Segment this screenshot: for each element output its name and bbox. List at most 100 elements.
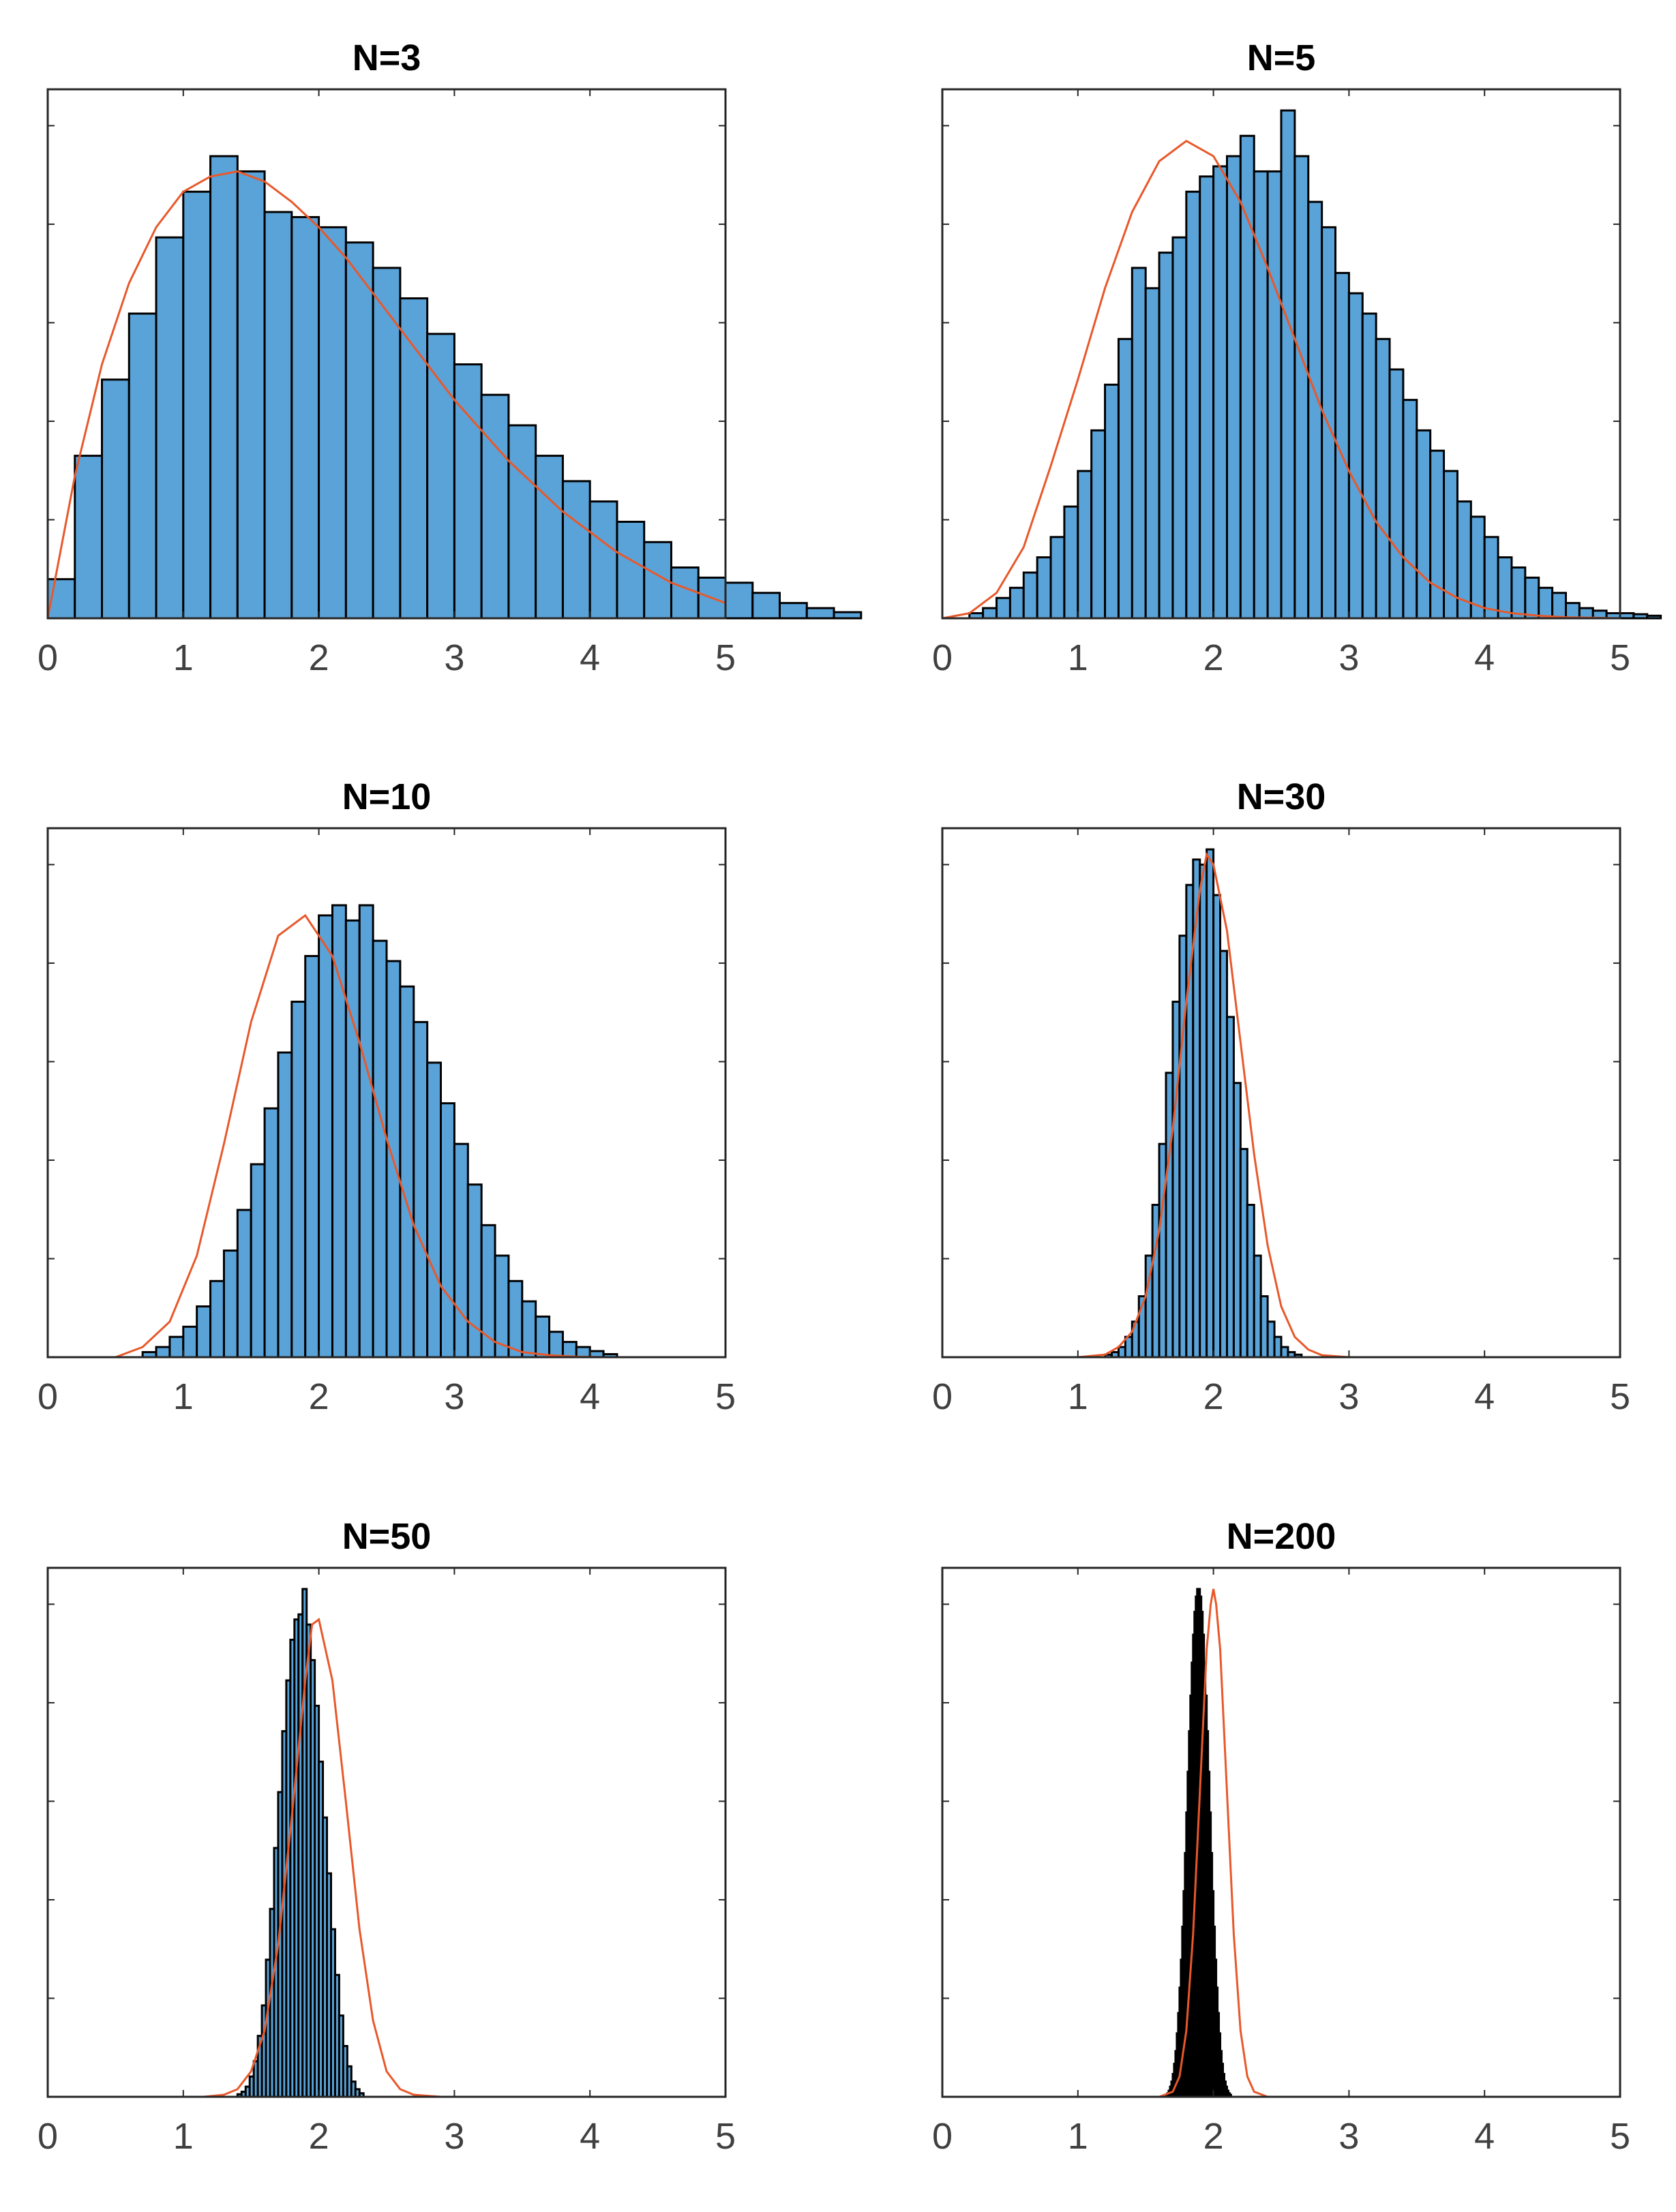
bar <box>399 985 415 1359</box>
bar <box>250 1163 266 1359</box>
chart-title: N=30 <box>1237 776 1326 817</box>
bar <box>561 1341 578 1359</box>
x-tick-label: 0 <box>932 1376 953 1417</box>
bar <box>236 1209 252 1359</box>
bar <box>1347 292 1364 620</box>
bar <box>1077 470 1093 620</box>
x-tick-label: 4 <box>1474 2116 1495 2157</box>
bar <box>779 602 808 620</box>
bar <box>670 566 700 620</box>
bar <box>263 211 293 620</box>
fit-curve <box>1077 851 1349 1359</box>
bar <box>1049 536 1066 620</box>
bar <box>1008 586 1025 620</box>
bar <box>331 904 347 1359</box>
bar <box>1388 368 1405 620</box>
chart-panel-6: N=200 0 1 2 3 4 5 <box>932 1516 1630 2157</box>
histogram-bars <box>968 109 1662 620</box>
bar <box>236 170 266 620</box>
x-tick-label: 0 <box>38 1376 58 1417</box>
bar <box>1564 602 1581 620</box>
bar <box>1199 175 1215 620</box>
bar <box>209 1279 225 1359</box>
bar <box>535 455 564 620</box>
bar <box>548 1331 564 1359</box>
chart-panel-2: N=5 0 1 2 3 4 5 <box>932 37 1662 678</box>
x-tick-label: 1 <box>1068 637 1088 678</box>
bar <box>277 1051 293 1359</box>
bar <box>1402 399 1418 620</box>
axes-box <box>941 1566 1621 2098</box>
bar <box>982 607 998 620</box>
bar <box>1171 236 1188 620</box>
bar <box>1104 383 1120 620</box>
chart-panel-3: N=10 0 1 2 3 4 5 <box>38 776 736 1417</box>
bar <box>1361 312 1377 620</box>
bar <box>1280 109 1296 620</box>
fit-curve <box>1158 1588 1268 2098</box>
x-tick-label: 5 <box>1610 637 1630 678</box>
bar <box>1483 536 1499 620</box>
x-tick-label: 5 <box>1610 1376 1630 1417</box>
x-tick-label: 1 <box>173 2116 194 2157</box>
bar <box>751 592 781 620</box>
bar <box>290 215 320 620</box>
x-tick-label: 1 <box>1068 1376 1088 1417</box>
bar <box>155 236 185 620</box>
axes-box <box>46 88 727 620</box>
x-tick-label: 1 <box>173 637 194 678</box>
x-tick-label: 0 <box>38 637 58 678</box>
bar <box>74 455 104 620</box>
bar <box>1144 287 1161 620</box>
x-tick-label: 2 <box>1203 2116 1224 2157</box>
bar <box>196 1305 212 1359</box>
bar <box>1212 165 1228 620</box>
chart-title: N=200 <box>1227 1516 1336 1557</box>
chart-panel-4: N=30 0 1 2 3 4 5 <box>932 776 1630 1417</box>
histogram-bars <box>46 155 863 620</box>
bar <box>182 190 212 620</box>
x-tick-label: 4 <box>580 2116 600 2157</box>
x-tick-label: 4 <box>1474 1376 1495 1417</box>
axes-box <box>46 827 727 1359</box>
x-tick-label: 5 <box>715 637 736 678</box>
chart-panel-5: N=50 0 1 2 3 4 5 <box>38 1516 736 2157</box>
bar <box>1036 556 1052 620</box>
x-tick-label: 5 <box>715 1376 736 1417</box>
x-tick-label: 3 <box>1338 637 1359 678</box>
bar <box>1158 252 1174 620</box>
bar <box>1538 586 1554 620</box>
chart-title: N=5 <box>1247 37 1316 78</box>
bar <box>1185 190 1201 620</box>
axes-box <box>941 827 1621 1359</box>
x-tick-label: 3 <box>1338 1376 1359 1417</box>
x-tick-label: 3 <box>1338 2116 1359 2157</box>
fit-curve <box>203 1618 441 2098</box>
bar <box>833 611 863 620</box>
x-tick-label: 1 <box>173 1376 194 1417</box>
chart-title: N=10 <box>342 776 432 817</box>
bar <box>344 241 374 620</box>
x-tick-label: 2 <box>1203 1376 1224 1417</box>
bar <box>1063 505 1079 620</box>
bar <box>1429 449 1446 620</box>
bar <box>358 904 374 1359</box>
bar <box>1022 571 1038 620</box>
bar <box>1117 337 1133 620</box>
bar <box>480 393 510 620</box>
bar <box>155 1346 171 1359</box>
bar <box>1375 337 1391 620</box>
bar <box>1307 200 1323 620</box>
bar <box>1551 592 1567 620</box>
bar <box>535 1315 551 1359</box>
bar <box>1293 155 1310 620</box>
bar <box>263 1107 280 1359</box>
bar <box>507 424 537 620</box>
bar <box>1497 556 1513 620</box>
bar <box>209 155 239 620</box>
bar <box>318 914 333 1359</box>
fit-curve <box>46 170 726 619</box>
bar <box>372 939 388 1359</box>
bar <box>304 954 320 1359</box>
bar <box>440 1102 455 1359</box>
